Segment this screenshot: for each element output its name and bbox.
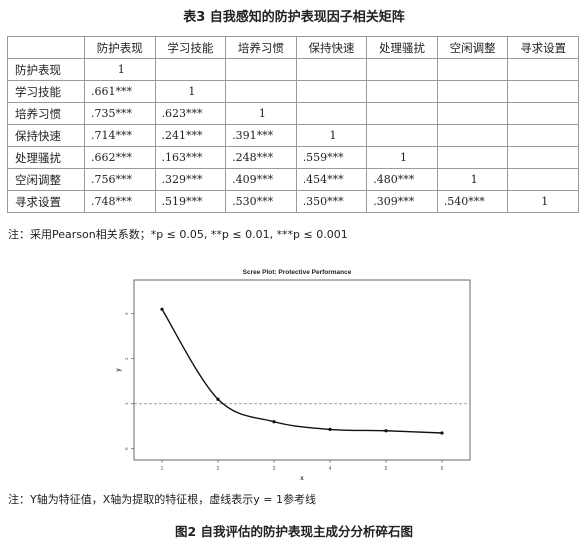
table-cell bbox=[295, 80, 368, 103]
row-header: 保持快速 bbox=[7, 124, 85, 147]
column-header: 保持快速 bbox=[295, 36, 368, 59]
table-title: 表3 自我感知的防护表现因子相关矩阵 bbox=[183, 10, 405, 25]
table-cell: .519*** bbox=[154, 190, 227, 213]
column-header: 学习技能 bbox=[154, 36, 227, 59]
table-cell bbox=[436, 58, 509, 81]
row-header: 空闲调整 bbox=[7, 168, 85, 191]
row-header: 培养习惯 bbox=[7, 102, 85, 125]
table-cell: .163*** bbox=[154, 146, 227, 169]
row-header: 防护表现 bbox=[7, 58, 85, 81]
table-cell: .540*** bbox=[436, 190, 509, 213]
data-point bbox=[160, 307, 164, 311]
y-tick-label: 3 bbox=[124, 312, 129, 315]
table-cell: .391*** bbox=[225, 124, 297, 147]
table-row: 培养习惯 .735*** .623*** 1 bbox=[7, 102, 579, 125]
row-header: 学习技能 bbox=[7, 80, 85, 103]
table-cell bbox=[366, 124, 438, 147]
x-tick-label: 3 bbox=[273, 466, 276, 472]
table-cell: 1 bbox=[154, 80, 227, 103]
table-cell: .623*** bbox=[154, 102, 227, 125]
table-row: 寻求设置 .748*** .519*** .530*** .350*** .30… bbox=[7, 190, 579, 213]
data-point bbox=[272, 420, 276, 424]
x-axis-label: x bbox=[300, 476, 304, 482]
table-cell bbox=[507, 58, 579, 81]
table-cell bbox=[295, 102, 368, 125]
table-cell: .661*** bbox=[84, 80, 156, 103]
table-cell: .714*** bbox=[84, 124, 156, 147]
table-cell bbox=[507, 80, 579, 103]
data-point bbox=[328, 427, 332, 431]
table-cell bbox=[154, 58, 227, 81]
row-header: 寻求设置 bbox=[7, 190, 85, 213]
y-axis-label: y bbox=[116, 368, 122, 372]
data-point bbox=[384, 429, 388, 433]
column-header: 处理骚扰 bbox=[366, 36, 438, 59]
x-tick-label: 4 bbox=[329, 466, 332, 472]
table-cell bbox=[436, 80, 509, 103]
table-note: 注：采用Pearson相关系数；*p ≤ 0.05, **p ≤ 0.01, *… bbox=[8, 228, 348, 241]
table-cell: 1 bbox=[84, 58, 156, 81]
table-cell bbox=[436, 102, 509, 125]
column-header: 寻求设置 bbox=[507, 36, 579, 59]
table-cell: 1 bbox=[295, 124, 368, 147]
table-cell bbox=[366, 58, 438, 81]
table-cell: .241*** bbox=[154, 124, 227, 147]
table-row: 空闲调整 .756*** .329*** .409*** .454*** .48… bbox=[7, 168, 579, 191]
table-cell: .309*** bbox=[366, 190, 438, 213]
table-row: 防护表现 1 bbox=[7, 58, 579, 81]
column-header: 空闲调整 bbox=[436, 36, 509, 59]
column-header: 防护表现 bbox=[84, 36, 156, 59]
x-tick-label: 6 bbox=[441, 466, 444, 472]
table-cell bbox=[507, 102, 579, 125]
table-cell: .662*** bbox=[84, 146, 156, 169]
series-line bbox=[161, 308, 443, 434]
correlation-table: 防护表现 学习技能 培养习惯 保持快速 处理骚扰 空闲调整 寻求设置 防护表现 … bbox=[7, 36, 579, 213]
corner-cell bbox=[7, 36, 85, 59]
table-cell: 1 bbox=[366, 146, 438, 169]
table-cell: .350*** bbox=[295, 190, 368, 213]
table-cell: .248*** bbox=[225, 146, 297, 169]
table-cell bbox=[295, 58, 368, 81]
table-cell: .454*** bbox=[295, 168, 368, 191]
scree-plot: Scree Plot: Protective Performance 1 2 3 4 5 6… bbox=[116, 269, 471, 482]
plot-frame bbox=[133, 279, 471, 461]
table-cell: .409*** bbox=[225, 168, 297, 191]
table-cell: 1 bbox=[225, 102, 297, 125]
table-cell bbox=[507, 124, 579, 147]
table-cell: .480*** bbox=[366, 168, 438, 191]
figure-caption: 图2 自我评估的防护表现主成分分析碎石图 bbox=[174, 524, 414, 539]
y-tick-label: 0 bbox=[124, 447, 129, 450]
table-row: 学习技能 .661*** 1 bbox=[7, 80, 579, 103]
table-row: 保持快速 .714*** .241*** .391*** 1 bbox=[7, 124, 579, 147]
x-tick-label: 5 bbox=[385, 466, 388, 472]
table-cell: .530*** bbox=[225, 190, 297, 213]
table-header-row: 防护表现 学习技能 培养习惯 保持快速 处理骚扰 空闲调整 寻求设置 bbox=[7, 36, 579, 59]
table-cell: .559*** bbox=[295, 146, 368, 169]
data-point bbox=[216, 397, 220, 401]
x-tick-label: 1 bbox=[161, 466, 164, 472]
table-cell bbox=[436, 146, 509, 169]
table-cell bbox=[225, 58, 297, 81]
table-cell: .756*** bbox=[84, 168, 156, 191]
y-tick-label: 1 bbox=[124, 402, 129, 405]
table-cell bbox=[507, 146, 579, 169]
figure-note: 注：Y轴为特征值，X轴为提取的特征根，虚线表示y = 1参考线 bbox=[8, 493, 316, 506]
table-cell: .735*** bbox=[84, 102, 156, 125]
table-cell bbox=[366, 80, 438, 103]
table-row: 处理骚扰 .662*** .163*** .248*** .559*** 1 bbox=[7, 146, 579, 169]
row-header: 处理骚扰 bbox=[7, 146, 85, 169]
table-cell bbox=[507, 168, 579, 191]
table-cell bbox=[436, 124, 509, 147]
y-tick-label: 2 bbox=[124, 357, 129, 360]
chart-title: Scree Plot: Protective Performance bbox=[243, 269, 352, 276]
table-cell: .748*** bbox=[84, 190, 156, 213]
x-tick-label: 2 bbox=[217, 466, 220, 472]
table-cell bbox=[225, 80, 297, 103]
data-point bbox=[440, 431, 444, 435]
table-cell: 1 bbox=[507, 190, 579, 213]
column-header: 培养习惯 bbox=[225, 36, 297, 59]
table-cell: .329*** bbox=[154, 168, 227, 191]
table-cell: 1 bbox=[436, 168, 509, 191]
table-cell bbox=[366, 102, 438, 125]
